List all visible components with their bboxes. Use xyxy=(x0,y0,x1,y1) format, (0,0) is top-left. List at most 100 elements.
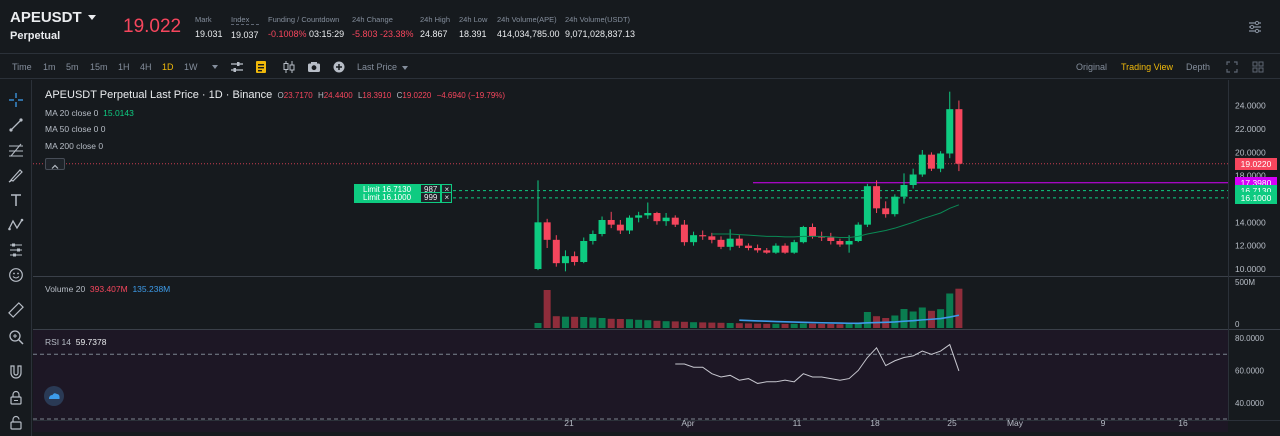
timeframe-1m[interactable]: 1m xyxy=(43,62,56,72)
candlestick-icon[interactable] xyxy=(282,60,296,74)
lock-drawings-icon[interactable] xyxy=(8,390,24,406)
magnet-icon[interactable] xyxy=(8,364,24,380)
timeframe-1d[interactable]: 1D xyxy=(162,62,174,72)
camera-icon[interactable] xyxy=(307,60,321,74)
add-circle-icon[interactable] xyxy=(332,60,346,74)
volume-bar xyxy=(918,307,926,328)
fib-retracement-icon[interactable] xyxy=(8,142,24,158)
stat-index[interactable]: Index 19.037 xyxy=(231,15,259,40)
symbol-selector[interactable]: APEUSDT Perpetual xyxy=(10,9,96,42)
time-tick-label: 18 xyxy=(870,418,880,428)
lock-icon[interactable] xyxy=(8,415,24,431)
candle-body xyxy=(955,109,963,164)
order-label: Limit 16.1000 xyxy=(354,192,421,203)
stat-value: 24.867 xyxy=(420,29,448,39)
candle-body xyxy=(799,227,807,243)
price-type-select[interactable]: Last Price xyxy=(357,62,408,72)
volume-bar xyxy=(690,322,698,328)
price-tick-label: 24.0000 xyxy=(1235,101,1266,111)
volume-bar xyxy=(671,321,679,328)
volume-bar xyxy=(589,317,597,328)
time-tick-label: 16 xyxy=(1178,418,1188,428)
view-original[interactable]: Original xyxy=(1076,62,1108,72)
candle-body xyxy=(690,235,698,243)
ma20-label: MA 20 close 0 xyxy=(45,108,99,118)
ruler-icon[interactable] xyxy=(8,302,24,318)
price-chart[interactable]: 24.0000 22.0000 20.0000 18.0000 14.0000 12.00… xyxy=(33,80,1280,436)
caret-down-icon[interactable] xyxy=(208,60,222,74)
volume-bar xyxy=(754,323,762,328)
rsi-pane-background xyxy=(33,330,1228,432)
volume-bar xyxy=(781,323,789,328)
cloud-logo-icon[interactable] xyxy=(44,386,64,406)
zoom-in-icon[interactable] xyxy=(8,329,24,345)
funding-rate: -0.1008% xyxy=(268,29,307,39)
timeframe-1w[interactable]: 1W xyxy=(184,62,198,72)
volume-bar xyxy=(616,319,624,328)
volume-bar xyxy=(909,311,917,328)
candle-body xyxy=(937,153,945,169)
close-icon[interactable]: × xyxy=(441,192,453,203)
stat-label: 24h Change xyxy=(352,15,393,24)
candle-body xyxy=(763,250,771,253)
volume-bar xyxy=(644,320,652,328)
volume-legend[interactable]: Volume 20 393.407M 135.238M xyxy=(45,284,170,294)
candle-body xyxy=(726,238,734,247)
rsi-label: RSI 14 xyxy=(45,337,71,347)
timeframe-4h[interactable]: 4H xyxy=(140,62,152,72)
prediction-icon[interactable] xyxy=(8,242,24,258)
candle-body xyxy=(827,237,835,241)
emoji-icon[interactable] xyxy=(8,267,24,283)
candle-body xyxy=(918,154,926,175)
candle-body xyxy=(790,242,798,253)
ma50-value: 0 xyxy=(100,124,106,134)
ma200-legend[interactable]: MA 200 close 0 xyxy=(45,141,103,151)
timeframe-1h[interactable]: 1H xyxy=(118,62,130,72)
price-type-label: Last Price xyxy=(357,62,398,72)
volume-bar xyxy=(717,322,725,328)
timeframe-15m[interactable]: 15m xyxy=(90,62,108,72)
text-tool-icon[interactable] xyxy=(8,192,24,208)
trend-line-icon[interactable] xyxy=(8,117,24,133)
candle-body xyxy=(754,248,762,251)
chart-toolbar: Time 1m 5m 15m 1H 4H 1D 1W Last Price Or… xyxy=(0,55,1280,79)
chart-canvas[interactable]: 24.0000 22.0000 20.0000 18.0000 14.0000 12.00… xyxy=(33,80,1280,436)
candle-body xyxy=(836,241,844,245)
ma50-legend[interactable]: MA 50 close 0 0 xyxy=(45,124,106,134)
grid-layout-icon[interactable] xyxy=(1251,60,1265,74)
limit-order-line[interactable]: Limit 16.1000 999 × xyxy=(354,192,453,203)
brush-icon[interactable] xyxy=(8,167,24,183)
rsi-legend[interactable]: RSI 14 59.7378 xyxy=(45,337,106,347)
volume-bar xyxy=(635,319,643,328)
candle-body xyxy=(671,217,679,225)
candle-body xyxy=(699,235,707,237)
caret-down-icon xyxy=(401,65,408,70)
time-tick-label: Apr xyxy=(681,418,694,428)
price-tick-label: 18.0000 xyxy=(1235,171,1266,181)
timeframe-5m[interactable]: 5m xyxy=(66,62,79,72)
symbol-name: APEUSDT xyxy=(10,9,82,26)
candle-body xyxy=(653,213,661,222)
collapse-legend-button[interactable] xyxy=(45,158,65,170)
candle-body xyxy=(927,154,935,169)
rsi-tick-label: 80.0000 xyxy=(1235,334,1264,343)
view-depth[interactable]: Depth xyxy=(1186,62,1211,72)
view-trading-view[interactable]: Trading View xyxy=(1121,62,1174,72)
pattern-icon[interactable] xyxy=(8,217,24,233)
limit-order-line[interactable]: Limit 16.7130 987 × xyxy=(354,184,453,195)
indicator-icon[interactable] xyxy=(254,60,268,74)
sliders-icon[interactable] xyxy=(1248,20,1262,34)
ma50-label: MA 50 close 0 xyxy=(45,124,99,134)
volume-bar xyxy=(863,312,871,328)
stat-24h-high: 24h High 24.867 xyxy=(420,15,450,39)
settings-sliders-icon[interactable] xyxy=(230,60,244,74)
stat-24h-change: 24h Change -5.803 -23.38% xyxy=(352,15,414,39)
stat-label: 24h Volume(USDT) xyxy=(565,15,631,24)
ma20-legend[interactable]: MA 20 close 0 15.0143 xyxy=(45,108,134,118)
volume-bar xyxy=(653,320,661,328)
funding-countdown: 03:15:29 xyxy=(309,29,345,39)
stat-label: Funding / Countdown xyxy=(268,15,340,24)
crosshair-icon[interactable] xyxy=(8,92,24,108)
order-price-badge: 16.1000 xyxy=(1235,191,1277,204)
fullscreen-icon[interactable] xyxy=(1225,60,1239,74)
